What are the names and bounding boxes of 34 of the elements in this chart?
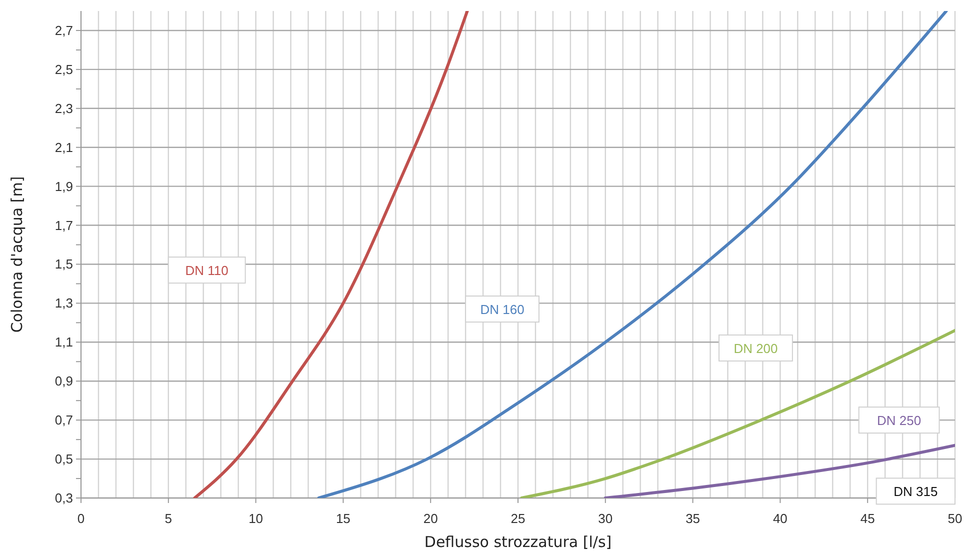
x-tick-label: 25 xyxy=(510,511,526,526)
x-axis-title: Deflusso strozzatura [l/s] xyxy=(424,533,612,551)
x-tick-label: 45 xyxy=(860,511,875,526)
x-tick-label: 5 xyxy=(164,511,172,526)
x-tick-label: 50 xyxy=(948,511,962,526)
line-series xyxy=(317,11,948,498)
y-tick-label: 1,3 xyxy=(54,296,73,311)
x-tick-label: 20 xyxy=(423,511,438,526)
y-tick-label: 2,1 xyxy=(54,140,73,155)
x-tick-label: 15 xyxy=(336,511,350,526)
y-tick-label: 2,3 xyxy=(54,100,73,116)
y-tick-label: 0,9 xyxy=(54,374,73,389)
text: DN 110 xyxy=(185,263,228,278)
x-tick-label: 0 xyxy=(77,511,85,526)
x-tick-label: 10 xyxy=(248,511,264,526)
y-tick-label: 1,7 xyxy=(54,218,73,233)
line-series xyxy=(520,328,955,498)
y-tick-label: 0,5 xyxy=(54,452,73,467)
y-axis-title: Colonna d'acqua [m] xyxy=(8,176,26,333)
x-tick-label: 40 xyxy=(772,511,788,526)
y-tick-label: 2,5 xyxy=(54,62,73,77)
series-label: DN 250 xyxy=(877,413,922,428)
text: DN 200 xyxy=(734,341,778,356)
text: DN 160 xyxy=(480,302,524,318)
x-tick-label: 30 xyxy=(598,511,613,526)
y-tick-label: 0,3 xyxy=(54,490,73,506)
x-tick-label: 35 xyxy=(686,511,700,526)
y-tick-label: 1,5 xyxy=(54,256,73,272)
line-series xyxy=(604,444,955,498)
y-tick-label: 0,7 xyxy=(54,412,73,428)
y-tick-label: 1,9 xyxy=(54,178,73,194)
y-tick-label: 2,7 xyxy=(54,22,73,38)
y-tick-label: 1,1 xyxy=(54,334,73,350)
annotation: DN 315 xyxy=(894,484,938,500)
